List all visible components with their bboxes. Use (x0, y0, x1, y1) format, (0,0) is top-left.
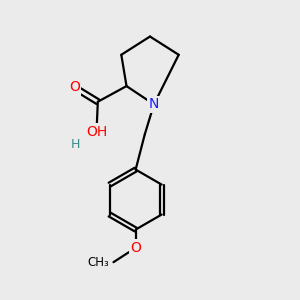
Text: H: H (71, 138, 80, 151)
Text: CH₃: CH₃ (88, 256, 110, 269)
Text: N: N (149, 97, 159, 111)
Text: OH: OH (86, 125, 107, 139)
Text: O: O (130, 241, 141, 255)
Text: O: O (69, 80, 80, 94)
